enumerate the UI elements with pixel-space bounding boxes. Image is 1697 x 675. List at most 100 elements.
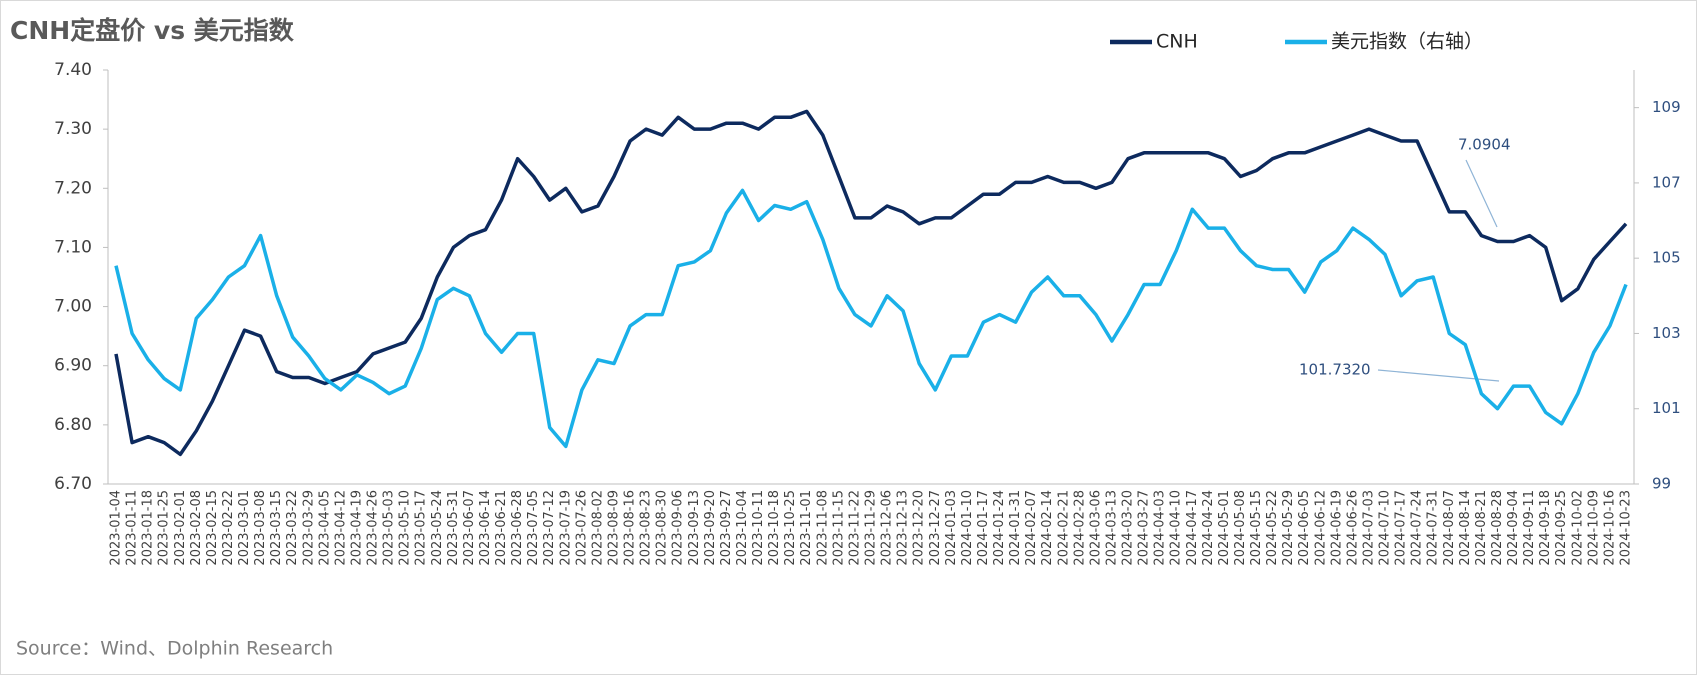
x-tick-label: 2023-04-12 <box>333 490 348 566</box>
x-tick-label: 2024-08-07 <box>1442 490 1457 566</box>
x-tick-label: 2023-08-02 <box>590 490 605 566</box>
x-tick-label: 2023-10-04 <box>735 490 750 566</box>
x-tick-label: 2023-06-07 <box>462 490 477 566</box>
y-tick-label: 6.80 <box>54 415 92 435</box>
y2-tick-label: 109 <box>1652 98 1681 116</box>
x-tick-label: 2023-03-08 <box>253 490 268 566</box>
x-tick-label: 2023-12-13 <box>896 490 911 566</box>
x-tick-label: 2023-12-06 <box>880 490 895 566</box>
x-tick-label: 2023-01-25 <box>157 490 172 566</box>
x-tick-label: 2023-08-23 <box>639 490 654 566</box>
x-tick-label: 2023-05-24 <box>430 490 445 566</box>
x-tick-label: 2024-01-10 <box>960 490 975 566</box>
legend-label: CNH <box>1156 31 1198 53</box>
series-line <box>114 188 1628 449</box>
x-tick-label: 2024-10-09 <box>1586 490 1601 566</box>
x-tick-label: 2024-08-21 <box>1474 490 1489 566</box>
y2-tick-label: 103 <box>1652 324 1681 342</box>
x-tick-label: 2024-10-23 <box>1618 490 1633 566</box>
x-tick-label: 2023-01-18 <box>141 490 156 566</box>
y-tick-label: 7.10 <box>54 237 92 257</box>
x-tick-label: 2023-07-12 <box>542 490 557 566</box>
x-tick-label: 2023-08-09 <box>606 490 621 566</box>
y2-tick-label: 107 <box>1652 173 1681 191</box>
x-tick-label: 2024-06-05 <box>1297 490 1312 566</box>
y-tick-label: 6.90 <box>54 356 92 376</box>
x-tick-label: 2024-03-13 <box>1104 490 1119 566</box>
x-tick-label: 2023-02-08 <box>189 490 204 566</box>
source: Source：Wind、Dolphin Research <box>16 638 333 660</box>
x-tick-label: 2023-06-21 <box>494 490 509 566</box>
x-tick-label: 2024-04-10 <box>1169 490 1184 566</box>
x-tick-label: 2024-03-27 <box>1137 490 1152 566</box>
x-tick-label: 2023-12-27 <box>928 490 943 566</box>
x-tick-label: 2024-01-31 <box>1008 490 1023 566</box>
x-tick-label: 2024-07-24 <box>1410 490 1425 566</box>
x-tick-label: 2024-04-24 <box>1201 490 1216 566</box>
annotation-leader <box>1377 369 1500 382</box>
x-tick-label: 2024-06-12 <box>1313 490 1328 566</box>
x-tick-label: 2023-07-05 <box>526 490 541 566</box>
x-tick-label: 2023-09-27 <box>719 490 734 566</box>
x-tick-label: 2023-02-22 <box>221 490 236 566</box>
x-tick-label: 2024-09-11 <box>1522 490 1537 566</box>
x-tick-label: 2023-09-13 <box>687 490 702 566</box>
x-tick-label: 2024-02-21 <box>1056 490 1071 566</box>
y-tick-label: 7.40 <box>54 60 92 80</box>
x-tick-label: 2024-01-03 <box>944 490 959 566</box>
y2-tick-label: 105 <box>1652 249 1681 267</box>
x-tick-label: 2023-09-06 <box>671 490 686 566</box>
x-tick-label: 2024-04-03 <box>1153 490 1168 566</box>
x-tick-label: 2024-09-18 <box>1538 490 1553 566</box>
y-tick-label: 7.30 <box>54 119 92 139</box>
x-tick-label: 2024-10-16 <box>1602 490 1617 566</box>
x-tick-label: 2023-02-01 <box>173 490 188 566</box>
x-tick-label: 2023-07-26 <box>574 490 589 566</box>
x-tick-label: 2023-04-26 <box>366 490 381 566</box>
y2-tick-label: 101 <box>1652 399 1681 417</box>
legend-label: 美元指数（右轴） <box>1331 31 1483 53</box>
x-tick-label: 2023-08-30 <box>655 490 670 566</box>
annotation: 7.0904 <box>1458 136 1511 154</box>
x-tick-label: 2024-03-06 <box>1088 490 1103 566</box>
x-tick-label: 2024-01-17 <box>976 490 991 566</box>
x-tick-label: 2023-05-17 <box>414 490 429 566</box>
chart-title: CNH定盘价 vs 美元指数 <box>10 16 295 45</box>
x-tick-label: 2023-01-11 <box>125 490 140 566</box>
y-tick-label: 7.20 <box>54 178 92 198</box>
x-tick-label: 2024-08-14 <box>1458 490 1473 566</box>
y2-tick-label: 99 <box>1652 475 1671 493</box>
annotation: 101.7320 <box>1299 361 1371 379</box>
x-tick-label: 2024-06-19 <box>1329 490 1344 566</box>
x-tick-label: 2024-07-10 <box>1378 490 1393 566</box>
x-tick-label: 2023-11-15 <box>831 490 846 566</box>
x-tick-label: 2023-06-14 <box>478 490 493 566</box>
x-tick-label: 2023-05-10 <box>398 490 413 566</box>
x-tick-label: 2023-12-20 <box>912 490 927 566</box>
x-tick-label: 2023-10-11 <box>751 490 766 566</box>
x-tick-label: 2024-02-07 <box>1024 490 1039 566</box>
x-tick-label: 2023-11-29 <box>864 490 879 566</box>
x-tick-label: 2023-07-19 <box>558 490 573 566</box>
y-tick-label: 6.70 <box>54 474 92 494</box>
x-tick-label: 2024-04-17 <box>1185 490 1200 566</box>
x-tick-label: 2023-11-01 <box>799 490 814 566</box>
y-tick-label: 7.00 <box>54 297 92 317</box>
x-tick-label: 2024-09-25 <box>1554 490 1569 566</box>
x-tick-label: 2024-01-24 <box>992 490 1007 566</box>
x-tick-label: 2023-11-08 <box>815 490 830 566</box>
x-tick-label: 2024-07-31 <box>1426 490 1441 566</box>
x-tick-label: 2023-04-19 <box>349 490 364 566</box>
x-tick-label: 2023-08-16 <box>623 490 638 566</box>
x-tick-label: 2023-06-28 <box>510 490 525 566</box>
x-tick-label: 2023-10-18 <box>767 490 782 566</box>
x-tick-label: 2024-08-28 <box>1490 490 1505 566</box>
x-tick-label: 2024-05-15 <box>1249 490 1264 566</box>
x-tick-label: 2024-05-22 <box>1265 490 1280 566</box>
x-tick-label: 2023-03-01 <box>237 490 252 566</box>
x-tick-label: 2024-10-02 <box>1570 490 1585 566</box>
x-tick-label: 2024-07-17 <box>1394 490 1409 566</box>
x-tick-label: 2024-07-03 <box>1361 490 1376 566</box>
